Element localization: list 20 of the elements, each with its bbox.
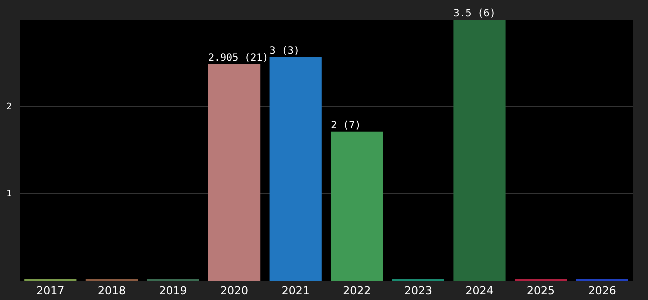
bar bbox=[331, 132, 384, 281]
x-tick-label: 2023 bbox=[404, 284, 432, 298]
y-tick-label: 2 bbox=[6, 102, 12, 112]
bar bbox=[454, 20, 506, 281]
x-tick-label: 2022 bbox=[343, 284, 372, 298]
x-tick-label: 2026 bbox=[588, 284, 616, 298]
x-tick-label: 2025 bbox=[527, 284, 556, 298]
data-label: 3 (3) bbox=[270, 46, 300, 57]
x-tick-label: 2018 bbox=[98, 284, 126, 298]
data-label: 2.905 (21) bbox=[208, 52, 269, 64]
bar bbox=[208, 64, 261, 281]
x-tick-label: 2020 bbox=[220, 284, 249, 298]
x-tick-label: 2024 bbox=[466, 284, 494, 298]
bar bbox=[270, 57, 322, 281]
x-tick-label: 2017 bbox=[36, 284, 65, 298]
y-tick-label: 1 bbox=[6, 189, 12, 200]
x-tick-label: 2019 bbox=[159, 284, 188, 298]
data-label: 3.5 (6) bbox=[454, 8, 496, 20]
x-tick-label: 2021 bbox=[282, 284, 310, 298]
data-label: 2 (7) bbox=[331, 120, 362, 132]
